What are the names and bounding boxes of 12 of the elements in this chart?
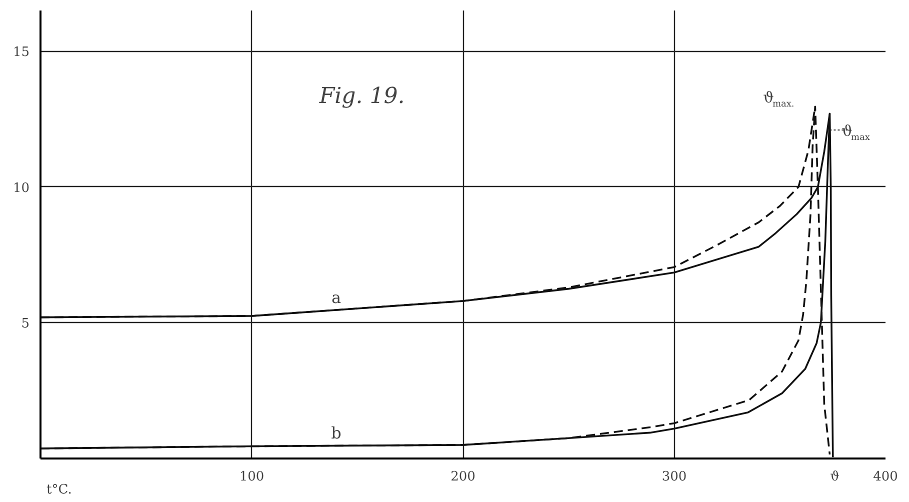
y-tick-label: 10 — [12, 180, 30, 196]
x-tick-label: 400 — [873, 470, 898, 484]
x-tick-label: ϑ — [830, 470, 840, 484]
x-tick-label: 300 — [662, 470, 687, 484]
y-tick-label: 15 — [12, 45, 30, 60]
series-label: a — [331, 288, 342, 307]
text: Fig. 19. — [318, 84, 405, 110]
x-tick-label: 200 — [450, 470, 476, 484]
x-axis-title: t°C. — [46, 482, 72, 498]
y-tick-label: 5 — [21, 316, 30, 332]
x-tick-label: 100 — [239, 470, 264, 484]
series-label: b — [331, 424, 342, 443]
